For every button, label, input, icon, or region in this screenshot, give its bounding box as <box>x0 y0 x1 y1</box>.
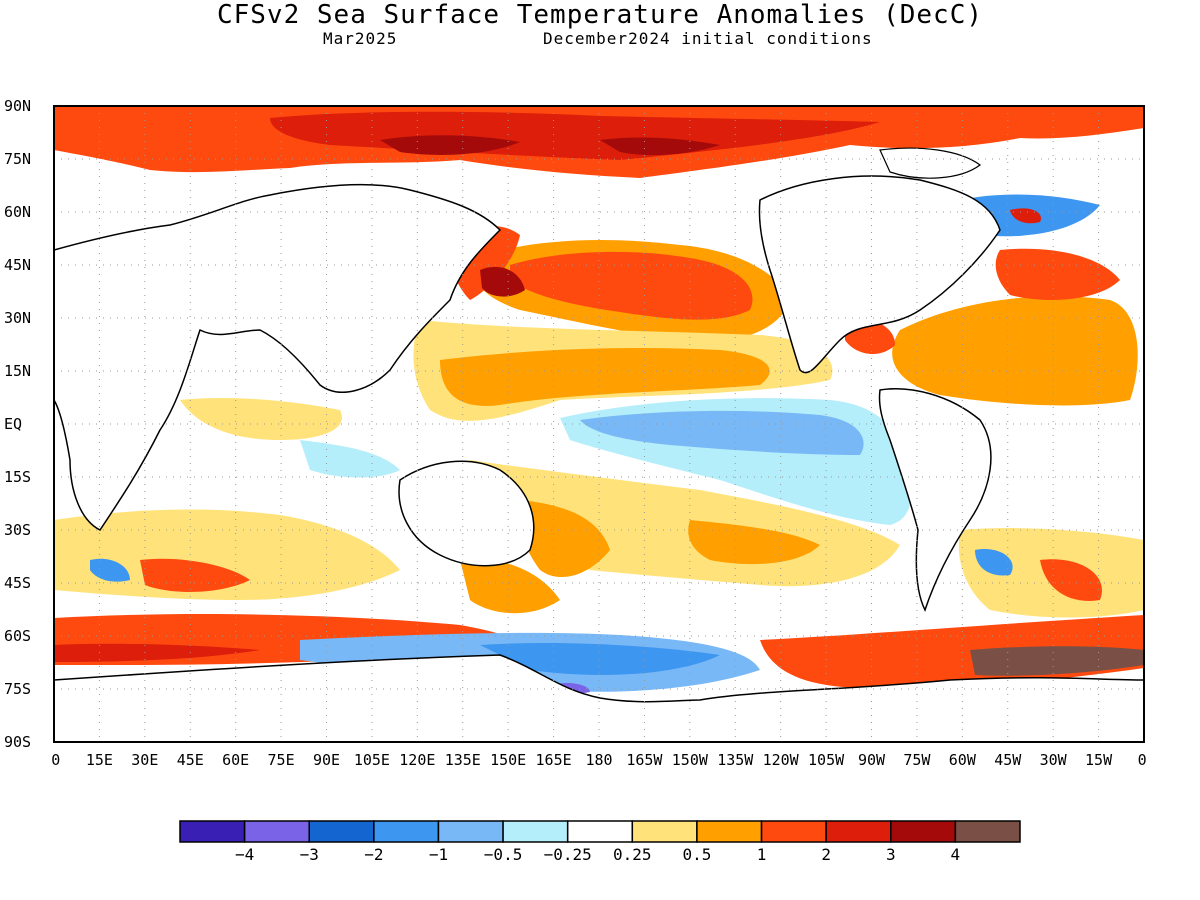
colorbar-swatch <box>825 820 892 843</box>
lon-label: 180 <box>585 751 613 769</box>
lat-label: EQ <box>4 415 23 433</box>
colorbar-label: −0.5 <box>483 845 523 864</box>
colorbar-swatch <box>437 820 504 843</box>
colorbar-swatch <box>566 820 634 843</box>
colorbar-label: −3 <box>299 845 319 864</box>
lon-label: 15W <box>1085 751 1113 769</box>
lat-label: 90N <box>4 97 32 115</box>
s-indian-warm <box>140 558 250 592</box>
lat-label: 60N <box>4 203 32 221</box>
lon-label: 165W <box>626 751 663 769</box>
lat-label: 75S <box>4 680 32 698</box>
colorbar-label: 1 <box>756 845 767 864</box>
so-extreme-warm <box>970 646 1144 676</box>
lon-label: 30E <box>131 751 159 769</box>
colorbar-label: 3 <box>885 845 896 864</box>
lon-label: 105E <box>353 751 390 769</box>
lon-label: 150W <box>671 751 708 769</box>
lon-label: 75W <box>903 751 931 769</box>
lon-label: 45W <box>994 751 1022 769</box>
spac-orange <box>518 500 610 578</box>
lon-label: 135W <box>717 751 754 769</box>
map-grid <box>54 106 1144 742</box>
lon-label: 120E <box>399 751 436 769</box>
lat-label: 75N <box>4 150 32 168</box>
lon-label: 75E <box>267 751 295 769</box>
s-indian-cool <box>90 558 130 582</box>
lon-label: 0 <box>1137 751 1147 769</box>
map-frame <box>53 105 1145 743</box>
lon-label: 120W <box>762 751 799 769</box>
s-indian-yellow <box>54 509 400 600</box>
colorbar-swatch <box>179 820 246 843</box>
lon-label: 150E <box>490 751 527 769</box>
australia-land <box>398 460 535 567</box>
colorbar-swatch <box>760 820 827 843</box>
lat-label: 45S <box>4 574 32 592</box>
greenland-land <box>879 147 982 179</box>
ross-cold <box>480 643 720 675</box>
colorbar-swatch <box>502 820 569 843</box>
colorbar-label: −0.25 <box>543 845 592 864</box>
n-atl-orange <box>892 296 1138 406</box>
colorbar-swatch <box>696 820 763 843</box>
map-title: CFSv2 Sea Surface Temperature Anomalies … <box>216 0 984 30</box>
antarctica-land <box>54 654 1144 742</box>
colorbar-swatch <box>243 820 310 843</box>
lon-label: 105W <box>808 751 845 769</box>
lat-label: 30N <box>4 309 32 327</box>
lon-label: 60E <box>222 751 250 769</box>
colorbar-label: −1 <box>428 845 449 864</box>
lon-label: 90W <box>857 751 886 769</box>
lon-label: 60W <box>948 751 976 769</box>
colorbar-label: 0.5 <box>682 845 712 864</box>
lon-label: 135E <box>444 751 481 769</box>
colorbar-swatch <box>631 820 698 843</box>
npac-warm-inner <box>510 251 753 320</box>
south-america-land <box>878 388 992 612</box>
colorbar-label: 0.25 <box>613 845 652 864</box>
indian-cool <box>300 440 400 478</box>
cold-tongue-inner <box>580 410 864 455</box>
lon-label: 30W <box>1039 751 1067 769</box>
colorbar-label: 4 <box>950 845 961 864</box>
tasman-warm <box>460 559 560 614</box>
eurasia-africa-land <box>54 183 502 531</box>
arctic-very-warm <box>380 135 520 155</box>
spac-orange-2 <box>688 520 820 565</box>
lon-label: 165E <box>535 751 572 769</box>
indian-yellow <box>180 398 342 440</box>
trop-pac-orange <box>440 348 770 406</box>
kuroshio-very-warm <box>480 266 525 297</box>
north-america-land <box>758 175 1001 374</box>
lat-label: 60S <box>4 627 32 645</box>
colorbar-swatch <box>373 820 440 843</box>
lat-label: 30S <box>4 521 32 539</box>
s-atl-warm <box>1040 559 1102 601</box>
colorbar-label: −2 <box>364 845 384 864</box>
lon-label: 15E <box>85 751 113 769</box>
colorbar-swatch <box>308 820 375 843</box>
lat-label: 15S <box>4 468 32 486</box>
colorbar-swatch <box>954 820 1021 843</box>
colorbar-label: 2 <box>821 845 831 864</box>
n-atl-warm <box>995 248 1120 300</box>
lat-label: 90S <box>4 733 32 751</box>
colorbar-swatch <box>890 820 957 843</box>
s-atl-cool <box>975 549 1013 576</box>
n-atl-hot <box>1010 208 1041 224</box>
lat-label: 15N <box>4 362 32 380</box>
so-strong-warm-west <box>54 643 260 662</box>
initial-conditions: December2024 initial conditions <box>543 29 873 48</box>
lat-label: 45N <box>4 256 32 274</box>
map-fields <box>54 106 1144 742</box>
lon-label: 90E <box>312 751 341 769</box>
valid-month: Mar2025 <box>323 29 398 48</box>
lon-label: 45E <box>176 751 204 769</box>
lon-label: 0 <box>51 751 61 769</box>
colorbar-label: −4 <box>234 845 255 864</box>
colorbar <box>179 820 1021 843</box>
